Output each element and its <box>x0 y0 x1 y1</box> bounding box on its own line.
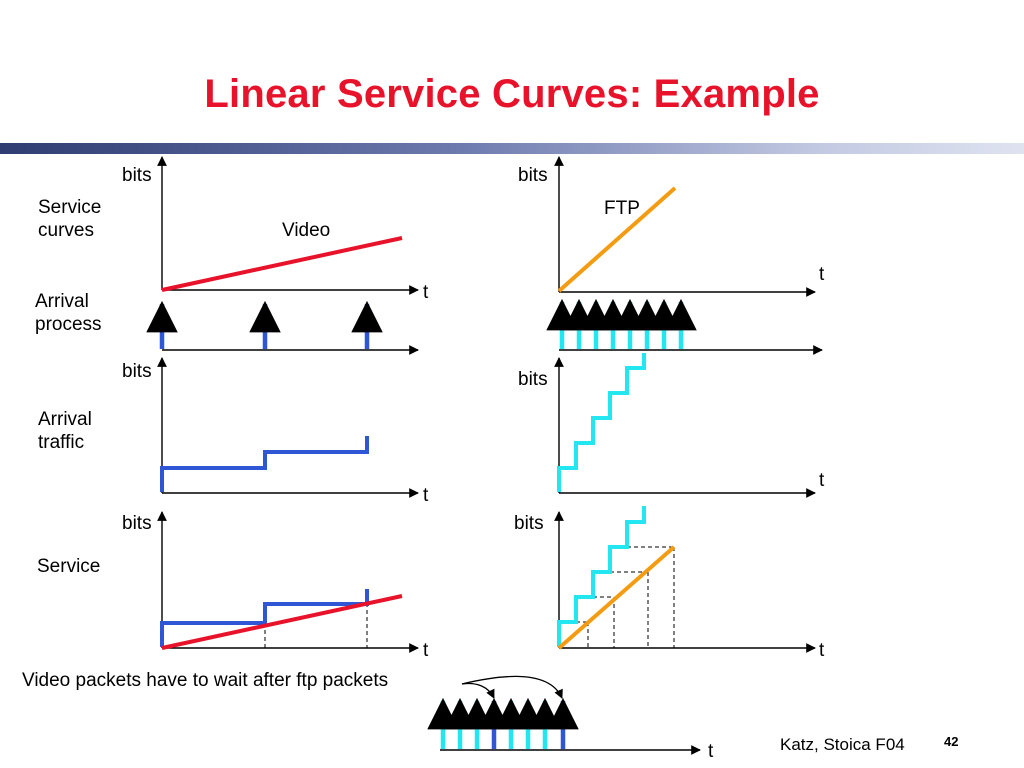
row-label-service-curves: Service curves <box>38 197 102 241</box>
combined-arrival-plot: t <box>427 675 714 762</box>
y-axis-label: bits <box>514 513 544 534</box>
ftp-arrival-process-plot <box>546 298 823 355</box>
y-axis-label: bits <box>518 369 548 390</box>
ftp-service-plot: bits t <box>514 506 825 661</box>
ftp-service-line <box>557 545 676 650</box>
ftp-curve-label: FTP <box>604 198 640 219</box>
caption-pointer-arrow <box>461 675 563 699</box>
ftp-service-curve-plot: bits t FTP <box>518 156 825 297</box>
y-axis-label: bits <box>122 513 152 534</box>
video-arrival-staircase <box>160 436 369 492</box>
video-curve-label: Video <box>282 220 330 241</box>
x-axis-label: t <box>819 470 825 491</box>
x-axis-label: t <box>423 282 429 303</box>
x-axis-label: t <box>819 640 825 661</box>
caption-pointer-arrow <box>461 682 495 699</box>
video-arrival-traffic-plot: bits t <box>122 357 429 506</box>
video-service-plot: bits t <box>122 511 429 661</box>
row-label-arrival-process: Arrival process <box>35 291 102 335</box>
x-axis-label: t <box>423 640 429 661</box>
caption-text: Video packets have to wait after ftp pac… <box>22 670 389 691</box>
video-arrival-process-plot <box>146 300 419 355</box>
video-service-line <box>161 236 403 292</box>
slide-title: Linear Service Curves: Example <box>204 72 820 116</box>
page-number: 42 <box>944 734 959 749</box>
x-axis-label: t <box>423 485 429 506</box>
y-axis-label: bits <box>518 165 548 186</box>
video-service-line <box>161 594 403 650</box>
video-service-curve-plot: bits t Video <box>122 156 429 303</box>
y-axis-label: bits <box>122 165 152 186</box>
ftp-service-line <box>557 186 677 293</box>
title-underline-bar <box>0 143 1024 154</box>
x-axis-label: t <box>708 741 714 762</box>
x-axis-label: t <box>819 264 825 285</box>
footer-author: Katz, Stoica F04 <box>780 735 905 754</box>
row-label-arrival-traffic: Arrival traffic <box>38 409 92 453</box>
ftp-arrival-traffic-plot: bits t <box>518 353 825 498</box>
ftp-arrival-staircase <box>557 353 646 492</box>
ftp-arrival-staircase <box>557 506 646 647</box>
video-arrival-staircase <box>160 589 369 647</box>
y-axis-label: bits <box>122 361 152 382</box>
row-label-service: Service <box>37 556 101 577</box>
